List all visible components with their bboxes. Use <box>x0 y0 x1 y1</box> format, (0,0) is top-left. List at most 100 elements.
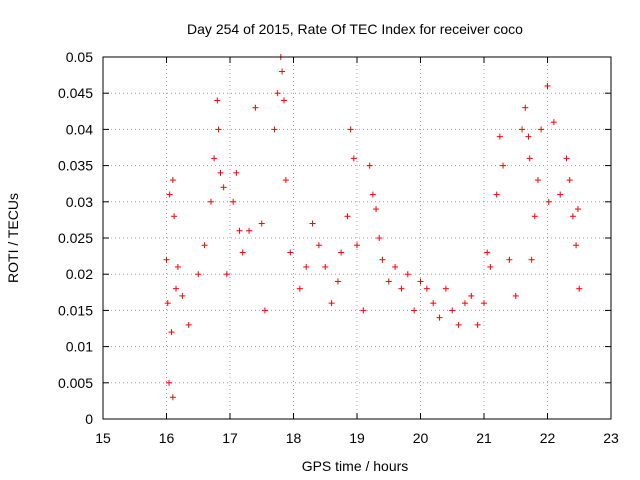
data-point <box>376 235 383 241</box>
data-point <box>179 292 186 299</box>
y-tick-label: 0.045 <box>58 85 93 101</box>
data-point <box>214 97 221 104</box>
y-tick-label: 0 <box>85 411 93 427</box>
data-point <box>173 285 180 292</box>
data-point <box>309 220 316 227</box>
data-point <box>217 169 224 176</box>
data-point <box>474 321 481 328</box>
data-point <box>563 155 570 162</box>
data-point <box>423 285 430 292</box>
y-tick-label: 0.025 <box>58 230 93 246</box>
data-point <box>512 292 519 299</box>
data-point <box>185 321 192 328</box>
data-point <box>369 191 376 198</box>
data-point <box>207 198 214 205</box>
data-point <box>404 271 411 278</box>
data-point <box>519 126 526 133</box>
data-point <box>569 213 576 220</box>
data-point <box>168 329 175 336</box>
data-point <box>544 82 551 89</box>
data-point <box>481 300 487 307</box>
data-point <box>500 162 507 169</box>
data-point <box>392 263 399 270</box>
x-tick-label: 23 <box>603 430 619 446</box>
data-point <box>274 90 281 97</box>
data-point <box>169 177 176 184</box>
data-point <box>334 278 341 285</box>
data-point <box>417 278 424 285</box>
y-tick-label: 0.005 <box>58 375 93 391</box>
data-point <box>411 307 418 314</box>
data-point <box>258 220 265 227</box>
data-point <box>280 97 287 104</box>
x-axis-title: GPS time / hours <box>302 458 409 474</box>
data-point <box>261 307 268 314</box>
data-point <box>522 104 529 111</box>
data-point <box>230 198 237 205</box>
data-point <box>164 300 171 307</box>
data-point <box>528 256 535 263</box>
data-points <box>163 54 583 401</box>
data-point <box>171 213 178 220</box>
data-point <box>271 126 278 133</box>
y-tick-label: 0.015 <box>58 302 93 318</box>
data-point <box>379 256 386 263</box>
data-point <box>223 271 230 278</box>
data-point <box>566 177 573 184</box>
data-point <box>487 263 494 270</box>
data-point <box>557 191 564 198</box>
data-point <box>201 242 208 249</box>
data-point <box>350 155 357 162</box>
data-point <box>398 285 405 292</box>
x-tick-label: 16 <box>159 430 175 446</box>
data-point <box>215 126 222 133</box>
x-tick-label: 21 <box>476 430 492 446</box>
data-point <box>287 249 294 256</box>
data-point <box>493 191 500 198</box>
y-axis-title: ROTI / TECUs <box>5 193 21 283</box>
data-point <box>163 256 170 263</box>
data-point <box>236 227 243 234</box>
tick-labels: 15 16 17 18 19 20 21 22 23 0 0.005 0.01 0.015 0.02 0.0… <box>58 49 619 446</box>
data-point <box>574 206 581 213</box>
data-point <box>166 379 173 386</box>
data-point <box>252 104 259 111</box>
data-point <box>328 300 335 307</box>
chart-title: Day 254 of 2015, Rate Of TEC Index for r… <box>187 21 523 37</box>
data-point <box>538 126 545 133</box>
data-point <box>484 249 491 256</box>
y-tick-label: 0.035 <box>58 158 93 174</box>
x-tick-label: 20 <box>413 430 429 446</box>
data-point <box>169 394 176 401</box>
x-tick-label: 22 <box>540 430 556 446</box>
data-point <box>174 263 181 270</box>
x-tick-label: 17 <box>222 430 238 446</box>
data-point <box>279 68 286 75</box>
data-point <box>436 314 443 321</box>
data-point <box>246 227 253 234</box>
data-point <box>296 285 303 292</box>
data-point <box>534 177 541 184</box>
data-point <box>373 206 380 213</box>
data-point <box>531 213 538 220</box>
x-tick-label: 19 <box>349 430 365 446</box>
data-point <box>496 133 503 140</box>
data-point <box>506 256 513 263</box>
data-point <box>239 249 246 256</box>
data-point <box>366 162 373 169</box>
data-point <box>550 119 557 126</box>
data-point <box>322 263 329 270</box>
data-point <box>211 155 218 162</box>
data-point <box>360 307 367 314</box>
data-point <box>442 285 449 292</box>
y-tick-label: 0.05 <box>66 49 93 65</box>
data-point <box>315 242 322 249</box>
y-tick-label: 0.03 <box>66 194 93 210</box>
grid <box>103 57 611 419</box>
y-tick-label: 0.02 <box>66 266 93 282</box>
data-point <box>385 278 392 285</box>
data-point <box>233 169 240 176</box>
data-point <box>468 292 475 299</box>
